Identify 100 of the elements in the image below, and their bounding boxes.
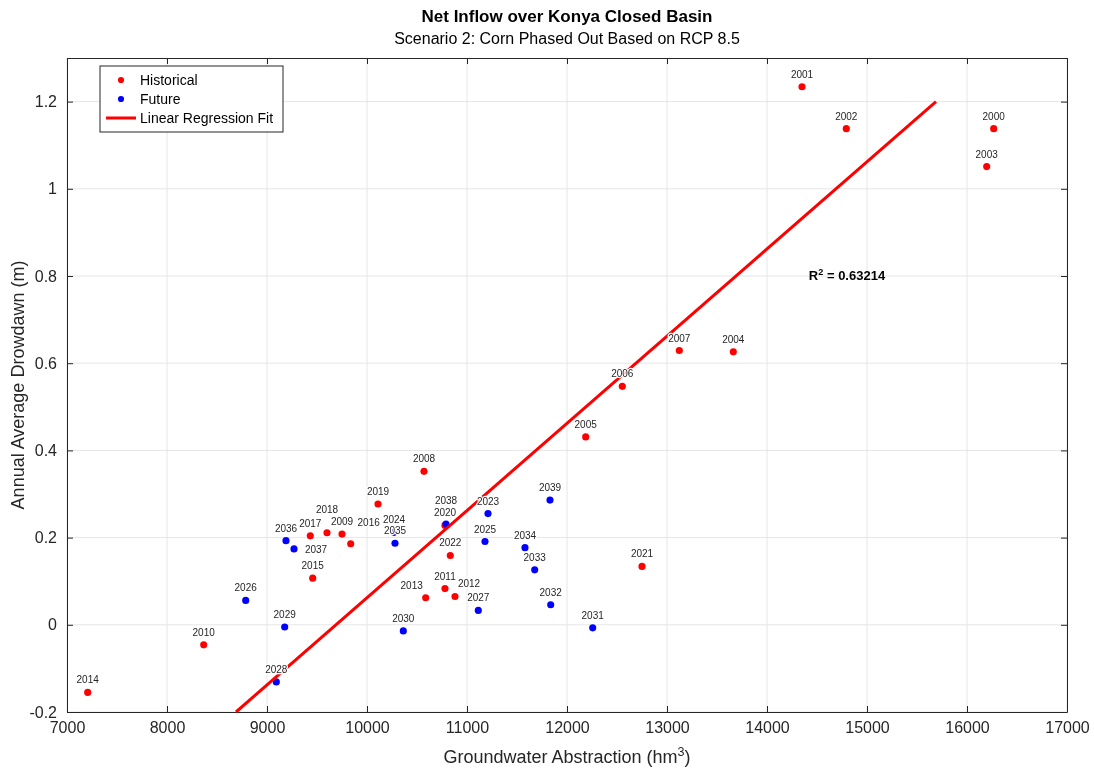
- x-tick-label: 9000: [249, 719, 286, 737]
- point: [546, 496, 554, 504]
- annotation: 2016: [357, 516, 381, 528]
- annotation: 2012: [457, 578, 481, 590]
- point: [422, 594, 430, 602]
- y-axis-title: Annual Average Drowdawn (m): [8, 260, 28, 510]
- y-tick-label: 1.2: [34, 93, 58, 111]
- point: [481, 537, 489, 546]
- annotation: 2031: [581, 609, 605, 621]
- chart-title: Net Inflow over Konya Closed Basin: [421, 7, 713, 26]
- point: [391, 539, 399, 547]
- annotation: 2037: [304, 543, 328, 555]
- annotation: R$^{2}$ = 0.63214: [808, 267, 886, 284]
- x-axis-title: Groundwater Abstraction (hm$^{3}$): [443, 745, 691, 767]
- annotation: 2003: [975, 148, 999, 160]
- annotation: 2023: [476, 495, 500, 507]
- y-tick-label: 0.4: [34, 442, 58, 460]
- y-tick-label: 0.2: [34, 529, 58, 547]
- point: [474, 606, 482, 614]
- point: [323, 529, 331, 537]
- annotation: 2034: [513, 529, 537, 541]
- point: [399, 627, 407, 635]
- annotation: 2021: [630, 548, 654, 560]
- point: [531, 566, 539, 574]
- annotation: 2027: [467, 592, 490, 604]
- y-tick-label: 0: [48, 616, 58, 634]
- annotation: 2008: [412, 453, 436, 465]
- point: [282, 537, 290, 545]
- annotation: 2030: [392, 612, 415, 624]
- y-tick-label: 1: [48, 180, 58, 198]
- point: [420, 467, 428, 475]
- annotation: 2005: [574, 418, 598, 430]
- annotation: 2024: [382, 514, 406, 526]
- point: [441, 585, 449, 593]
- y-tick-label: 0.6: [34, 354, 58, 372]
- point: [729, 348, 737, 356]
- annotation: 2029: [273, 608, 297, 620]
- annotation: 2022: [439, 537, 462, 549]
- x-tick-label: 15000: [845, 719, 890, 737]
- point: [618, 382, 626, 390]
- annotation: 2025: [473, 523, 497, 535]
- point: [281, 623, 289, 631]
- point: [675, 347, 683, 355]
- annotation: 2038: [434, 495, 458, 507]
- point: [582, 433, 590, 441]
- x-tick-label: 16000: [945, 719, 990, 737]
- annotation: 2019: [366, 486, 390, 498]
- annotation: 2010: [192, 626, 216, 638]
- annotation: 2011: [434, 570, 457, 582]
- annotation: 2001: [790, 68, 814, 80]
- annotation: 2032: [539, 586, 563, 598]
- point: [983, 163, 991, 171]
- x-tick-label: 8000: [149, 719, 186, 737]
- point: [446, 551, 454, 560]
- x-tick-label: 10000: [345, 719, 390, 737]
- y-tick-label: -0.2: [29, 703, 58, 721]
- x-tick-label: 11000: [445, 719, 490, 737]
- x-tick-label: 12000: [545, 719, 590, 737]
- chart-subtitle: Scenario 2: Corn Phased Out Based on RCP 8.5: [394, 30, 740, 47]
- annotation: 2015: [301, 560, 325, 572]
- point: [84, 688, 92, 696]
- annotation: 2026: [234, 582, 258, 594]
- legend-label: Future: [140, 91, 181, 107]
- annotation: 2020: [433, 507, 457, 519]
- point: [338, 530, 346, 538]
- annotation: 2013: [400, 579, 424, 591]
- point: [200, 641, 208, 649]
- annotation: 2017: [299, 517, 322, 529]
- annotation: 2035: [383, 525, 407, 537]
- annotation: 2039: [538, 482, 562, 494]
- legend-label: Historical: [140, 72, 198, 88]
- point: [990, 125, 998, 133]
- point: [306, 532, 314, 540]
- x-tick-label: 14000: [745, 719, 790, 737]
- point: [374, 500, 382, 508]
- annotation: 2009: [330, 516, 354, 528]
- point: [309, 574, 317, 582]
- point: [547, 601, 555, 609]
- annotation: 2036: [274, 522, 298, 534]
- x-tick-label: 13000: [645, 719, 690, 737]
- point: [638, 562, 646, 570]
- annotation: 2014: [76, 674, 100, 686]
- point: [842, 125, 850, 133]
- point: [290, 545, 298, 553]
- annotation: 2007: [668, 332, 691, 344]
- annotation: 2004: [722, 333, 745, 345]
- x-tick-label: 7000: [49, 719, 86, 737]
- point: [451, 592, 459, 601]
- point: [347, 540, 355, 548]
- x-tick-label: 17000: [1045, 719, 1090, 737]
- point: [798, 83, 806, 91]
- annotation: 2002: [835, 110, 858, 122]
- point: [484, 510, 492, 518]
- point: [242, 596, 250, 604]
- annotation: 2018: [315, 503, 339, 515]
- y-tick-label: 0.8: [34, 267, 58, 285]
- point: [589, 624, 597, 632]
- legend-label: Linear Regression Fit: [140, 110, 274, 126]
- annotation: 2033: [523, 551, 547, 563]
- point: [521, 544, 529, 552]
